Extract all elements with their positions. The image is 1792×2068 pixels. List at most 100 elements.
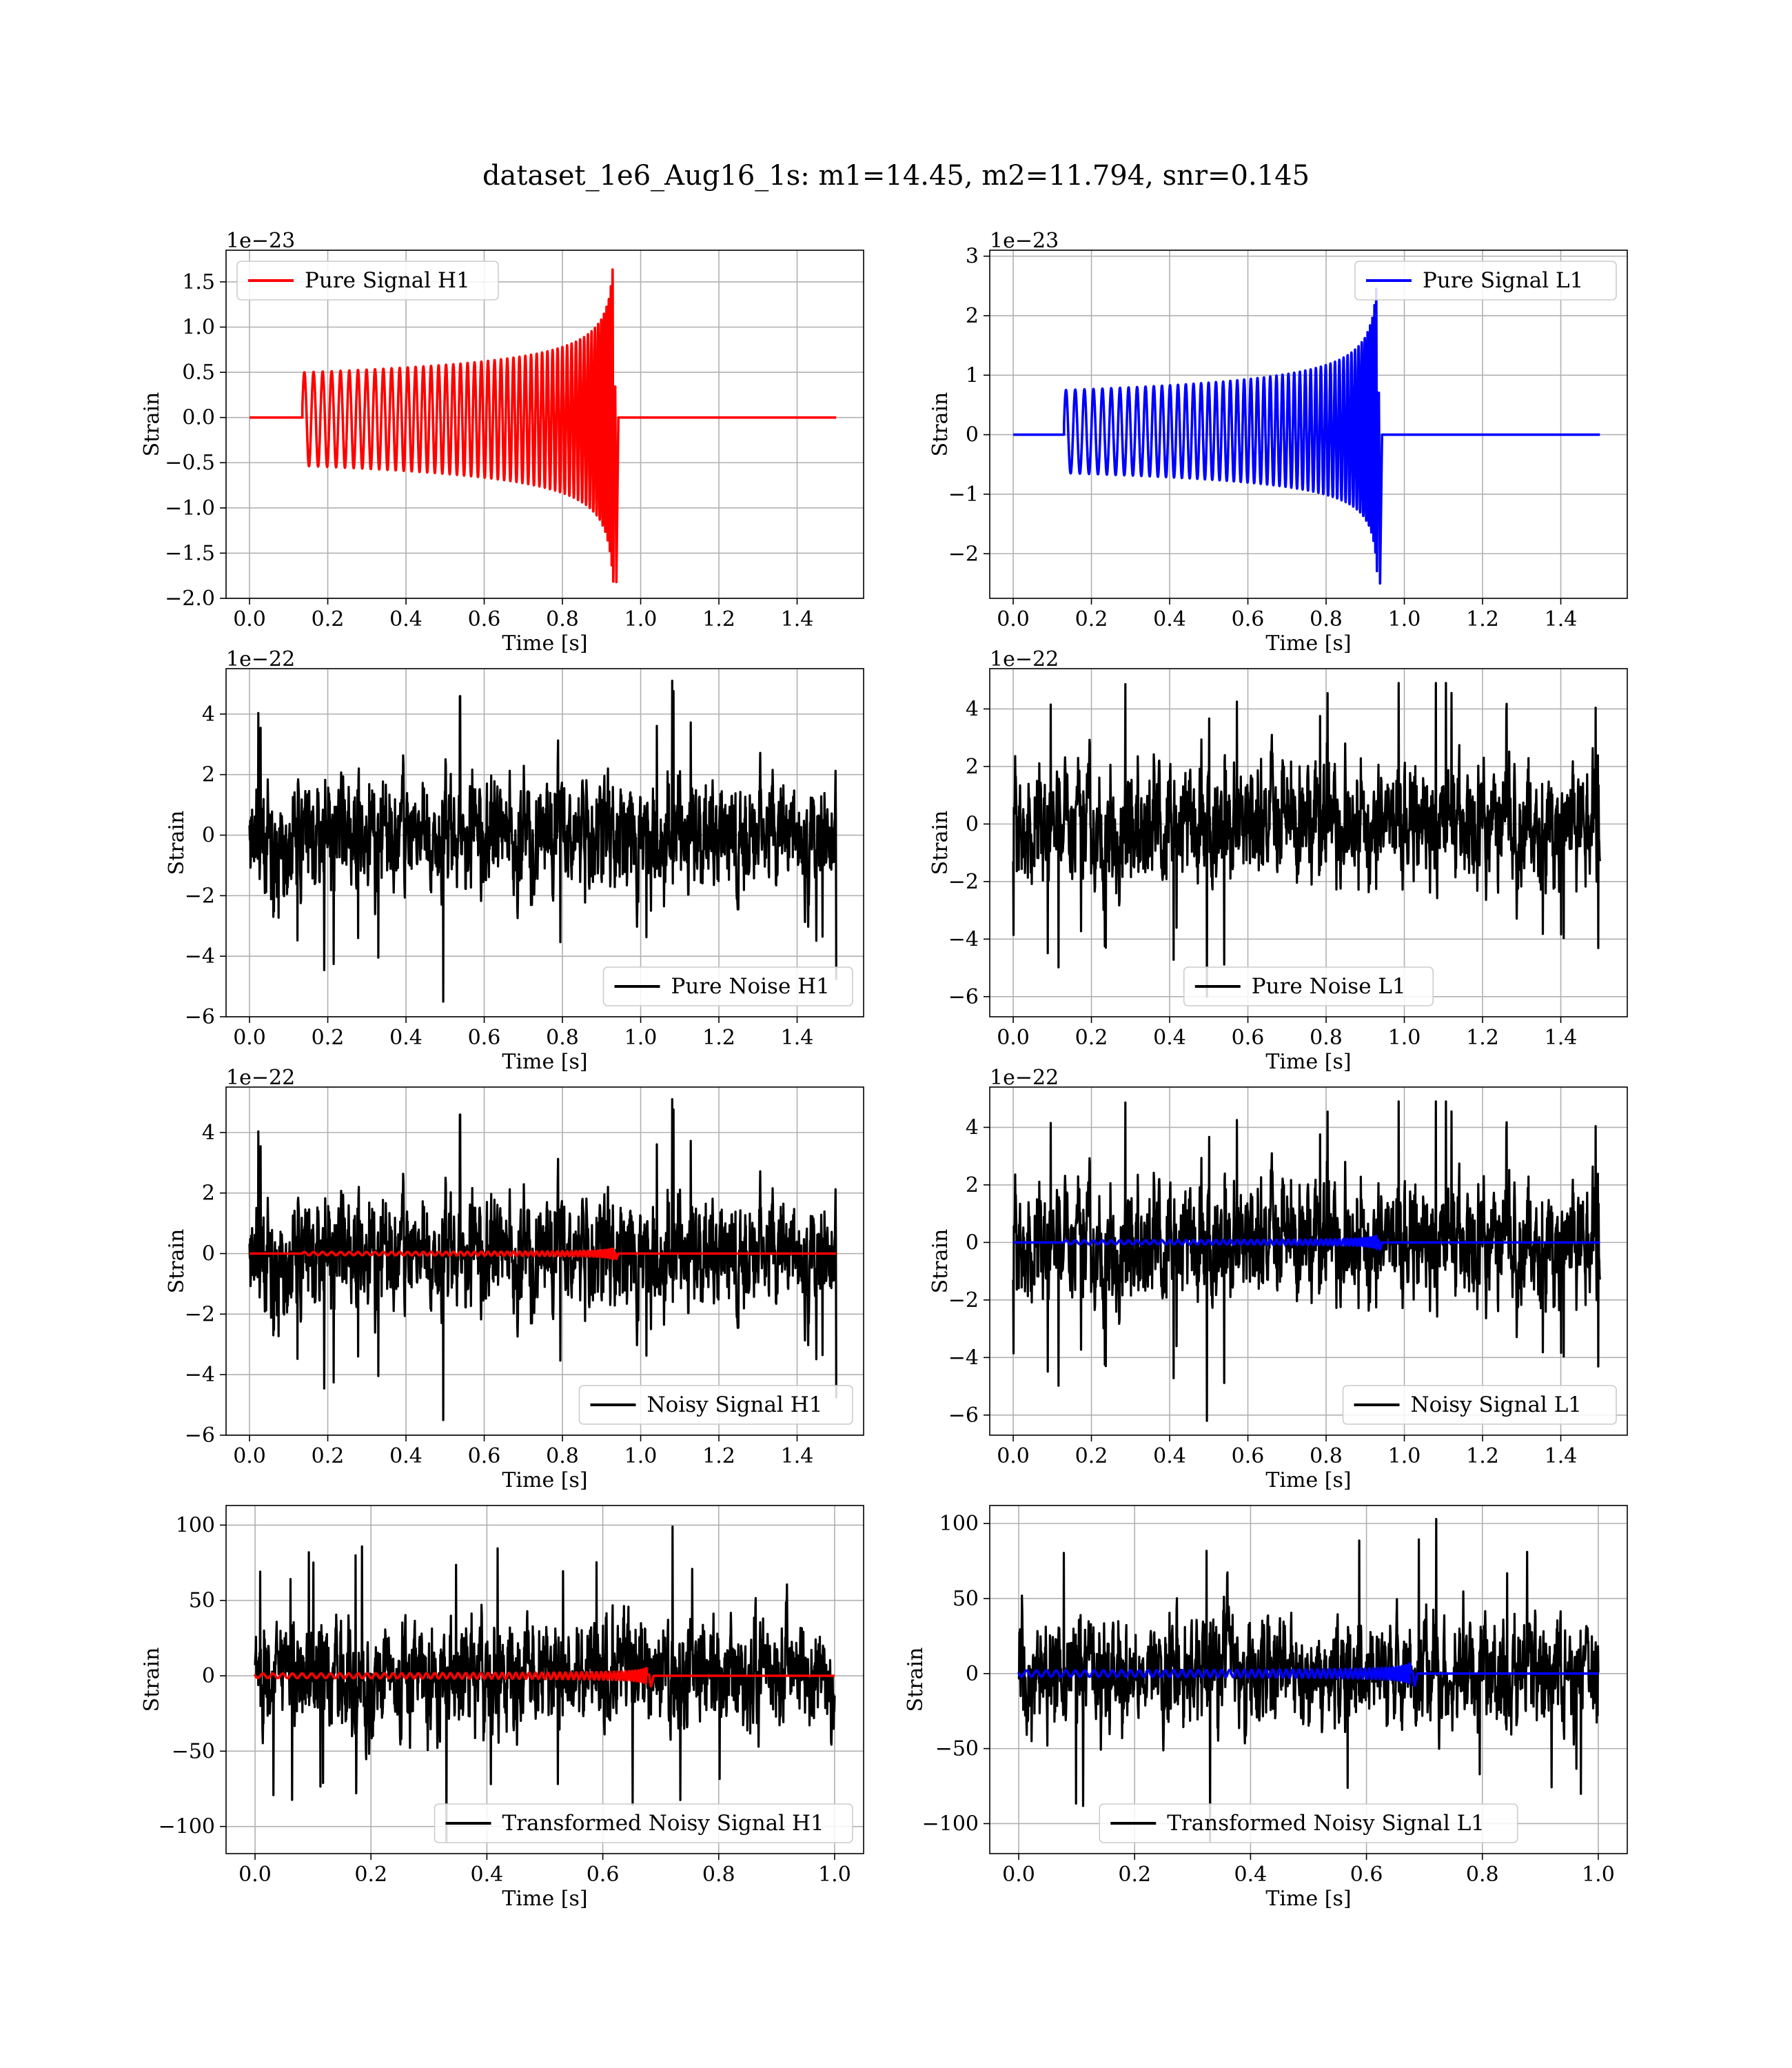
x-tick-label: 0.4 xyxy=(389,1444,422,1468)
legend: Noisy Signal H1 xyxy=(578,1385,853,1425)
axes-frame xyxy=(989,1505,1628,1854)
y-axis-label: Strain xyxy=(928,392,953,457)
y-tick-label: −2 xyxy=(948,542,979,566)
x-tick-label: 1.0 xyxy=(818,1863,851,1887)
legend: Pure Noise L1 xyxy=(1183,966,1434,1006)
y-tick-label: −4 xyxy=(185,1363,215,1387)
x-tick-label: 0.8 xyxy=(546,1026,579,1050)
x-tick-label: 0.4 xyxy=(1153,1026,1186,1050)
series-line-noise xyxy=(1012,1100,1601,1422)
y-tick-label: 0.0 xyxy=(182,406,215,430)
x-tick-label: 0.8 xyxy=(546,1444,579,1468)
legend-label: Noisy Signal L1 xyxy=(1411,1392,1582,1417)
axes-frame xyxy=(225,1086,864,1436)
y-tick-label: −100 xyxy=(159,1815,215,1839)
legend-label: Pure Signal H1 xyxy=(305,268,470,293)
x-tick-label: 1.0 xyxy=(1388,1026,1421,1050)
x-tick-label: 1.4 xyxy=(1545,1026,1578,1050)
y-tick-label: 2 xyxy=(202,1182,215,1206)
x-tick-label: 0.8 xyxy=(1310,1444,1343,1468)
legend: Pure Signal L1 xyxy=(1354,261,1617,301)
y-tick-label: −0.5 xyxy=(165,451,215,475)
y-tick-label: 0 xyxy=(202,824,215,848)
x-tick-label: 1.0 xyxy=(624,1026,658,1050)
y-axis-label: Strain xyxy=(928,1229,953,1294)
x-axis-label: Time [s] xyxy=(502,1468,587,1492)
x-tick-label: 0.8 xyxy=(1310,607,1343,631)
y-axis-label: Strain xyxy=(140,392,164,457)
x-tick-label: 0.4 xyxy=(389,1026,422,1050)
panel-pure-noise-l1: 0.0 0.2 0.4 0.6 0.8 1.0 1.2 1.4 4 2 0 −2 −4 −6 Time [s… xyxy=(928,647,1628,1074)
legend-box xyxy=(434,1803,853,1843)
legend-label: Transformed Noisy Signal L1 xyxy=(1167,1811,1485,1836)
legend: Pure Signal H1 xyxy=(236,261,499,301)
legend: Noisy Signal L1 xyxy=(1342,1385,1617,1425)
x-tick-label: 1.0 xyxy=(1388,1444,1421,1468)
y-tick-label: 0 xyxy=(202,1242,215,1266)
axes-frame xyxy=(989,668,1628,1017)
legend-box xyxy=(1183,966,1434,1006)
legend-box xyxy=(1099,1803,1518,1843)
x-tick-label: 0.4 xyxy=(1153,607,1186,631)
y-tick-label: −1.5 xyxy=(165,541,215,565)
x-tick-label: 0.8 xyxy=(702,1863,735,1887)
y-tick-label: −6 xyxy=(185,1423,215,1448)
axis-offset-text: 1e−22 xyxy=(990,647,1059,671)
y-tick-label: 0 xyxy=(966,1230,979,1255)
x-axis-label: Time [s] xyxy=(502,631,587,656)
x-tick-label: 0.8 xyxy=(1466,1863,1499,1887)
legend-label: Pure Noise H1 xyxy=(671,974,830,999)
x-tick-label: 0.0 xyxy=(233,607,266,631)
axis-offset-text: 1e−22 xyxy=(990,1066,1059,1090)
panel-pure-signal-l1: 0.0 0.2 0.4 0.6 0.8 1.0 1.2 1.4 3 2 1 0 −1 −2 Time [s]… xyxy=(928,229,1628,656)
x-axis-label: Time [s] xyxy=(1265,1887,1351,1911)
x-tick-label: 1.2 xyxy=(702,1026,735,1050)
x-tick-label: 0.4 xyxy=(1153,1444,1186,1468)
y-tick-label: 100 xyxy=(176,1513,215,1537)
axes-frame xyxy=(225,1505,864,1854)
axis-offset-text: 1e−22 xyxy=(226,1066,295,1090)
axes-frame xyxy=(225,668,864,1017)
axes-frame xyxy=(225,250,864,599)
panel-pure-noise-h1: 0.0 0.2 0.4 0.6 0.8 1.0 1.2 1.4 4 2 0 −2 −4 −6 Time [s… xyxy=(165,647,864,1074)
legend-box xyxy=(602,966,853,1006)
x-tick-label: 1.4 xyxy=(1545,1444,1578,1468)
x-tick-label: 1.4 xyxy=(1545,607,1578,631)
axes-frame xyxy=(989,250,1628,599)
legend-box xyxy=(1354,261,1617,301)
panel-transformed-noisy-signal-l1: 0.0 0.2 0.4 0.6 0.8 1.0 100 50 0 −50 −100 Time [s] S… xyxy=(904,1505,1628,1911)
legend-label: Transformed Noisy Signal H1 xyxy=(502,1811,824,1836)
series-line-signal xyxy=(254,1667,835,1688)
y-tick-label: 2 xyxy=(202,763,215,787)
y-tick-label: −2.0 xyxy=(165,587,215,611)
axis-offset-text: 1e−22 xyxy=(226,647,295,671)
y-tick-label: −1 xyxy=(948,483,979,507)
x-tick-label: 0.2 xyxy=(312,607,345,631)
x-tick-label: 0.6 xyxy=(587,1863,620,1887)
x-tick-label: 0.4 xyxy=(1234,1863,1267,1887)
y-tick-label: 0 xyxy=(202,1664,215,1688)
x-tick-label: 0.0 xyxy=(238,1863,272,1887)
axis-offset-text: 1e−23 xyxy=(990,229,1059,253)
y-tick-label: 50 xyxy=(189,1589,215,1613)
x-tick-label: 1.4 xyxy=(781,1444,814,1468)
x-tick-label: 0.8 xyxy=(1310,1026,1343,1050)
x-tick-label: 0.4 xyxy=(471,1863,504,1887)
y-axis-label: Strain xyxy=(140,1648,164,1712)
x-tick-label: 1.4 xyxy=(781,607,814,631)
y-tick-label: −4 xyxy=(948,1346,979,1370)
x-axis-label: Time [s] xyxy=(502,1050,587,1074)
y-axis-label: Strain xyxy=(904,1648,928,1712)
series-line-noise xyxy=(254,1525,836,1843)
y-tick-label: −1.0 xyxy=(165,496,215,520)
x-tick-label: 0.0 xyxy=(233,1444,266,1468)
legend-box xyxy=(1342,1385,1617,1425)
x-tick-label: 0.0 xyxy=(997,1444,1030,1468)
legend: Transformed Noisy Signal H1 xyxy=(434,1803,853,1843)
x-tick-label: 0.2 xyxy=(1075,1026,1108,1050)
y-tick-label: 1.0 xyxy=(182,315,215,339)
series-line-noise xyxy=(248,680,837,1003)
y-tick-label: 0 xyxy=(966,423,979,447)
axes-frame xyxy=(989,1086,1628,1436)
